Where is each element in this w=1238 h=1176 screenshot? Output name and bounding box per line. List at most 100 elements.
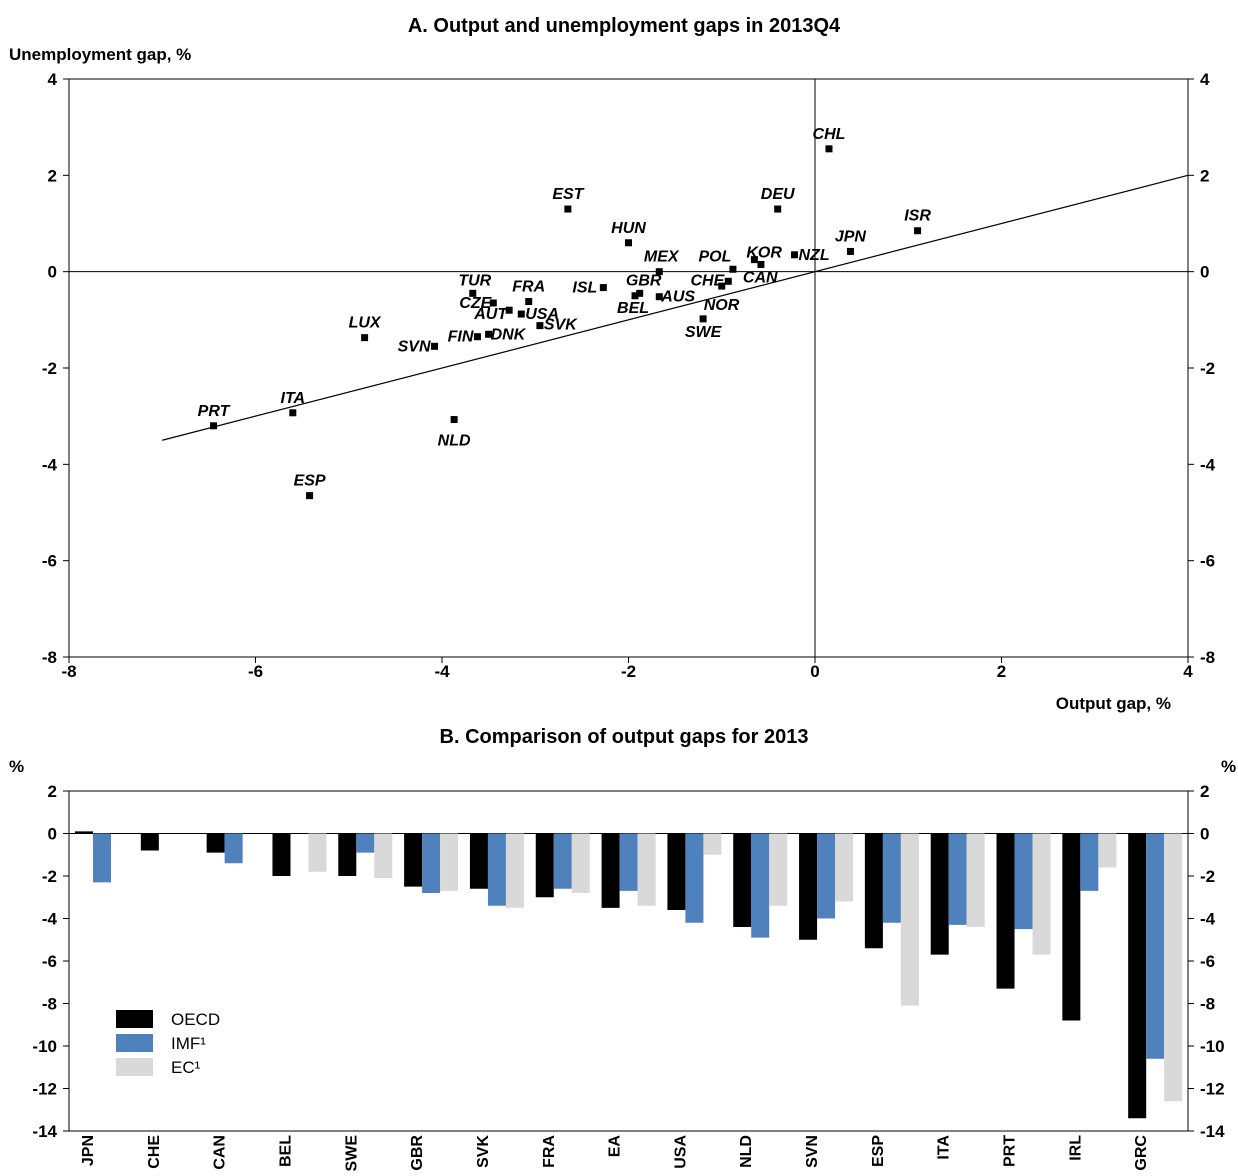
scatter-point-label: JPN — [835, 228, 867, 245]
scatter-point-label: POL — [698, 248, 731, 265]
bar-category-label: IRL — [1067, 1135, 1084, 1161]
scatter-point-esp — [306, 492, 314, 500]
scatter-point-label: AUT — [473, 306, 508, 323]
bar-panel: B. Comparison of output gaps for 2013 % … — [9, 726, 1236, 1171]
scatter-point-fin — [473, 333, 481, 341]
scatter-x-tick-label: -6 — [248, 662, 263, 681]
scatter-point-label: FRA — [512, 279, 545, 296]
bar-y-tick-label: 0 — [48, 825, 57, 844]
bar-legend: OECD IMF¹ EC¹ — [116, 1010, 220, 1077]
bar-imf-svn — [817, 833, 836, 919]
scatter-point-label: TUR — [458, 272, 491, 289]
bar-ec-bel — [308, 833, 327, 872]
legend-swatch-oecd — [116, 1010, 153, 1028]
scatter-point-nld — [450, 416, 458, 424]
scatter-point-label: PRT — [198, 403, 231, 420]
scatter-point-kor — [750, 256, 758, 264]
scatter-point-label: GBR — [626, 272, 662, 289]
scatter-point-prt — [210, 422, 218, 430]
scatter-x-tick-label: 0 — [810, 662, 819, 681]
bar-imf-svk — [487, 833, 506, 906]
bar-oecd-fra — [535, 833, 554, 898]
scatter-point-hun — [625, 239, 632, 247]
scatter-point-gbr — [636, 289, 644, 297]
bar-oecd-che — [140, 833, 159, 851]
scatter-point-nor — [718, 282, 726, 290]
bar-y-tick-label-right: -6 — [1200, 952, 1215, 971]
bar-category-label: GRC — [1133, 1135, 1150, 1171]
bar-category-label: CAN — [212, 1135, 229, 1170]
bar-category-label: GBR — [409, 1135, 426, 1171]
scatter-point-lux — [361, 334, 369, 342]
bar-imf-prt — [1014, 833, 1033, 930]
scatter-x-axis-label: Output gap, % — [1056, 694, 1171, 713]
bar-category-label: SVN — [804, 1135, 821, 1168]
scatter-point-isl — [599, 284, 607, 292]
bar-category-label: FRA — [541, 1135, 558, 1168]
scatter-y-tick-label-right: 2 — [1200, 166, 1209, 185]
bar-ec-grc — [1164, 833, 1183, 1102]
legend-label: EC¹ — [171, 1058, 201, 1077]
bar-imf-gbr — [422, 833, 441, 893]
bar-oecd-can — [206, 833, 225, 853]
bar-ec-svn — [835, 833, 854, 902]
scatter-trend-line — [162, 174, 1189, 441]
scatter-y-tick-label: -6 — [42, 552, 57, 571]
bar-y-tick-label: -2 — [42, 867, 57, 886]
bar-oecd-svn — [799, 833, 818, 940]
bar-imf-irl — [1080, 833, 1099, 891]
scatter-point-can — [757, 260, 765, 268]
bar-y-tick-label-right: -14 — [1200, 1122, 1225, 1141]
bar-ec-ita — [966, 833, 985, 927]
scatter-point-label: DEU — [761, 186, 795, 203]
bar-category-label: ESP — [870, 1135, 887, 1167]
bar-oecd-nld — [733, 833, 752, 927]
scatter-title: A. Output and unemployment gaps in 2013Q… — [408, 15, 841, 37]
scatter-point-deu — [774, 205, 782, 213]
scatter-point-label: NZL — [798, 247, 829, 264]
bar-ec-prt — [1032, 833, 1051, 955]
scatter-point-chl — [825, 145, 833, 153]
bar-title: B. Comparison of output gaps for 2013 — [440, 726, 809, 748]
scatter-point-label: LUX — [349, 315, 382, 332]
bar-category-label: ITA — [936, 1135, 953, 1160]
scatter-point-est — [564, 205, 572, 213]
scatter-point-label: AUS — [660, 289, 695, 306]
scatter-x-tick-label: -4 — [434, 662, 450, 681]
bar-oecd-gbr — [404, 833, 423, 887]
scatter-point-label: NOR — [704, 297, 740, 314]
scatter-point-label: ESP — [294, 473, 326, 490]
scatter-point-bel — [631, 292, 639, 300]
bar-y-axis-label-right: % — [1221, 757, 1236, 776]
scatter-point-svn — [431, 342, 439, 350]
scatter-point-label: DNK — [491, 326, 527, 343]
scatter-point-label: MEX — [644, 249, 680, 266]
legend-swatch-ec — [116, 1058, 153, 1076]
bar-oecd-ea — [601, 833, 620, 908]
bar-y-tick-label-right: 0 — [1200, 825, 1209, 844]
bar-category-label: BEL — [277, 1135, 294, 1167]
bar-y-tick-label: -6 — [42, 952, 57, 971]
bar-y-tick-label: -4 — [42, 910, 58, 929]
bar-category-label: NLD — [738, 1135, 755, 1168]
bar-ec-esp — [900, 833, 919, 1006]
scatter-x-tick-label: 4 — [1183, 662, 1193, 681]
bar-ec-svk — [505, 833, 524, 908]
bar-category-label: JPN — [80, 1135, 97, 1166]
scatter-point-label: FIN — [448, 329, 474, 346]
bar-y-tick-label: -8 — [42, 995, 57, 1014]
scatter-panel: A. Output and unemployment gaps in 2013Q… — [9, 15, 1216, 713]
bar-oecd-irl — [1062, 833, 1081, 1021]
scatter-y-tick-label-right: -6 — [1200, 552, 1215, 571]
scatter-y-tick-label: 4 — [48, 70, 58, 89]
bar-ec-ea — [637, 833, 656, 906]
bar-category-label: USA — [672, 1135, 689, 1169]
scatter-point-label: BEL — [617, 300, 649, 317]
bar-series — [75, 831, 1183, 1119]
scatter-point-pol — [729, 265, 737, 273]
scatter-y-tick-label: -2 — [42, 359, 57, 378]
bar-oecd-ita — [930, 833, 949, 955]
bar-category-label: SVK — [475, 1135, 492, 1168]
scatter-point-label: SVN — [398, 338, 431, 355]
